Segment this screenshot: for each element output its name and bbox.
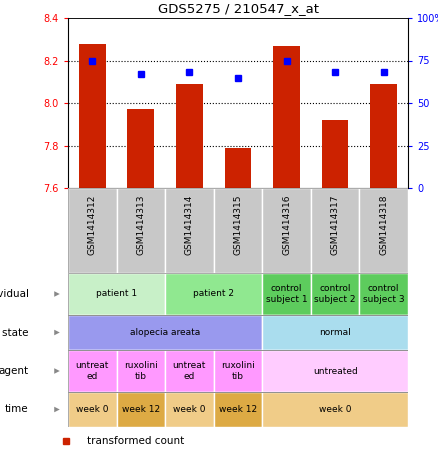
Text: week 0: week 0 — [76, 405, 109, 414]
Text: GSM1414313: GSM1414313 — [136, 195, 145, 255]
Bar — [165, 273, 262, 315]
Bar — [262, 188, 311, 273]
Bar — [165, 392, 214, 427]
Text: untreated: untreated — [313, 366, 357, 376]
Text: GSM1414315: GSM1414315 — [233, 195, 243, 255]
Text: GSM1414316: GSM1414316 — [282, 195, 291, 255]
Text: normal: normal — [319, 328, 351, 337]
Text: untreat
ed: untreat ed — [173, 361, 206, 381]
Bar — [262, 350, 408, 392]
Bar — [262, 315, 408, 350]
Bar — [176, 84, 203, 188]
Bar — [311, 273, 360, 315]
Text: patient 1: patient 1 — [96, 289, 137, 299]
Text: week 0: week 0 — [319, 405, 351, 414]
Bar — [117, 188, 165, 273]
Text: agent: agent — [0, 366, 28, 376]
Text: week 0: week 0 — [173, 405, 206, 414]
Text: patient 2: patient 2 — [193, 289, 234, 299]
Bar — [68, 273, 408, 315]
Title: GDS5275 / 210547_x_at: GDS5275 / 210547_x_at — [158, 2, 318, 15]
Bar — [127, 109, 154, 188]
Bar — [225, 148, 251, 188]
Bar — [262, 392, 408, 427]
Text: alopecia areata: alopecia areata — [130, 328, 200, 337]
Text: disease state: disease state — [0, 328, 28, 337]
Bar — [68, 315, 262, 350]
Bar — [117, 350, 165, 392]
Bar — [322, 120, 349, 188]
Bar — [68, 350, 117, 392]
Text: untreat
ed: untreat ed — [76, 361, 109, 381]
Text: GSM1414318: GSM1414318 — [379, 195, 388, 255]
Bar — [117, 392, 165, 427]
Bar — [165, 188, 214, 273]
Bar — [79, 43, 106, 188]
Text: transformed count: transformed count — [87, 436, 184, 446]
Text: ruxolini
tib: ruxolini tib — [124, 361, 158, 381]
Bar — [214, 350, 262, 392]
Bar — [371, 84, 397, 188]
Bar — [68, 350, 408, 392]
Bar — [360, 273, 408, 315]
Text: time: time — [5, 405, 28, 414]
Bar — [165, 350, 214, 392]
Text: week 12: week 12 — [219, 405, 257, 414]
Bar — [68, 188, 117, 273]
Bar — [68, 273, 165, 315]
Bar — [214, 188, 262, 273]
Bar — [311, 188, 360, 273]
Text: control
subject 3: control subject 3 — [363, 284, 405, 304]
Text: GSM1414317: GSM1414317 — [331, 195, 339, 255]
Text: GSM1414314: GSM1414314 — [185, 195, 194, 255]
Text: control
subject 2: control subject 2 — [314, 284, 356, 304]
Text: individual: individual — [0, 289, 28, 299]
Bar — [214, 392, 262, 427]
Text: ruxolini
tib: ruxolini tib — [221, 361, 255, 381]
Bar — [68, 392, 408, 427]
Text: GSM1414312: GSM1414312 — [88, 195, 97, 255]
Bar — [68, 315, 408, 350]
Text: control
subject 1: control subject 1 — [266, 284, 307, 304]
Bar — [68, 392, 117, 427]
Text: week 12: week 12 — [122, 405, 160, 414]
Bar — [262, 273, 311, 315]
Bar — [273, 46, 300, 188]
Bar — [360, 188, 408, 273]
